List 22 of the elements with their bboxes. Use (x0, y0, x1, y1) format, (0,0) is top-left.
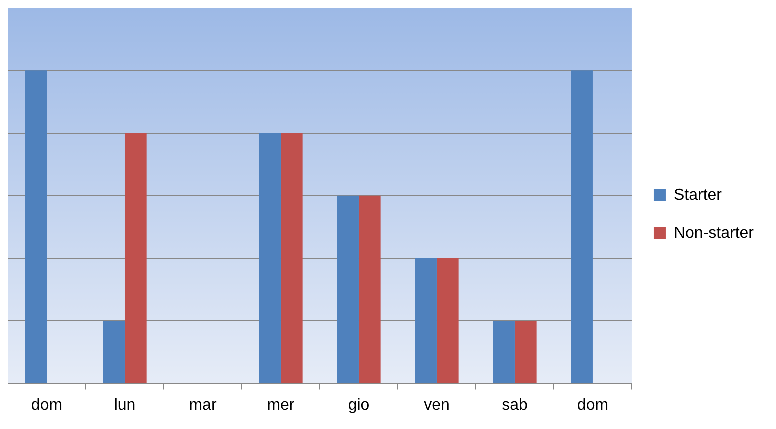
x-tick-label: mar (189, 396, 218, 414)
x-tick-label: dom (31, 396, 63, 414)
bar (124, 133, 147, 384)
bar (337, 196, 359, 384)
bar (280, 133, 303, 384)
x-tick-label: lun (114, 396, 136, 414)
x-tick-label: sab (502, 396, 528, 414)
bar (259, 133, 281, 384)
x-tick-label: mer (267, 396, 296, 414)
bar (436, 258, 459, 384)
bar (514, 321, 537, 384)
bar (103, 321, 125, 384)
x-tick-label: dom (577, 396, 609, 414)
legend-label: Starter (674, 186, 723, 204)
x-tick-label: gio (348, 396, 370, 414)
legend-label: Non-starter (674, 224, 755, 242)
bar (493, 321, 515, 384)
bar (571, 70, 593, 384)
bar (25, 70, 47, 384)
bar (415, 258, 437, 384)
x-tick-label: ven (424, 396, 450, 414)
bar (358, 196, 381, 384)
